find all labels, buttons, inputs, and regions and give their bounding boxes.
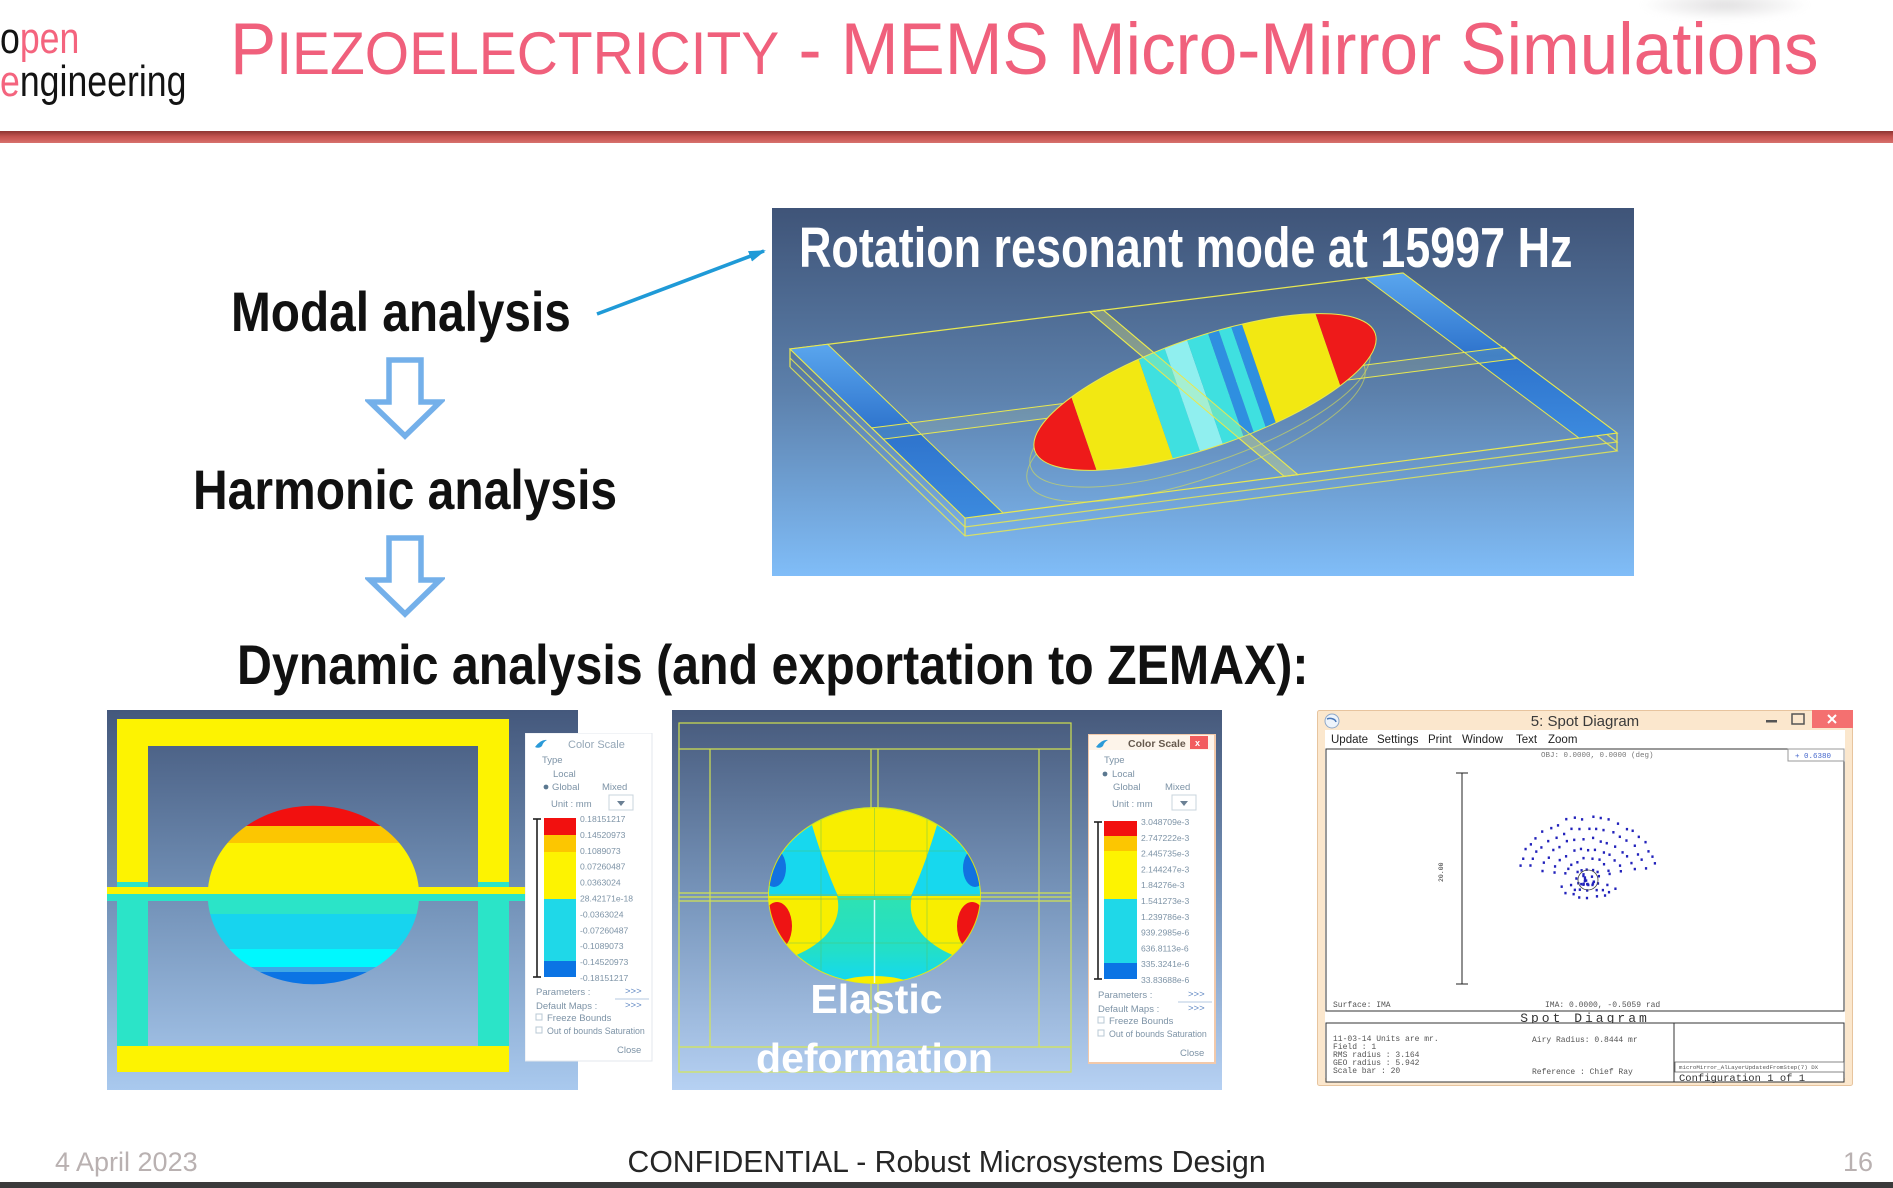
svg-text:Surface: IMA: Surface: IMA bbox=[1333, 1001, 1391, 1010]
svg-text:2.747222e-3: 2.747222e-3 bbox=[1141, 833, 1189, 843]
svg-text:Local: Local bbox=[553, 769, 576, 780]
svg-text:>>>: >>> bbox=[625, 1000, 642, 1011]
svg-text:IMA: 0.0000, -0.5059 rad: IMA: 0.0000, -0.5059 rad bbox=[1545, 1001, 1660, 1010]
svg-text:Freeze Bounds: Freeze Bounds bbox=[1109, 1016, 1174, 1027]
svg-text:0.07260487: 0.07260487 bbox=[580, 862, 626, 872]
svg-text:OBJ: 0.0000, 0.0000 (deg): OBJ: 0.0000, 0.0000 (deg) bbox=[1541, 752, 1654, 760]
svg-text:Mixed: Mixed bbox=[602, 782, 627, 793]
svg-text:Airy Radius: 0.8444 mr: Airy Radius: 0.8444 mr bbox=[1532, 1036, 1638, 1045]
svg-text:Global: Global bbox=[1113, 782, 1140, 793]
svg-text:33.83688e-6: 33.83688e-6 bbox=[1141, 975, 1189, 985]
svg-text:Scale bar : 20: Scale bar : 20 bbox=[1333, 1067, 1400, 1076]
svg-text:-0.07260487: -0.07260487 bbox=[580, 925, 628, 935]
svg-text:28.42171e-18: 28.42171e-18 bbox=[580, 894, 633, 904]
svg-text:3.048709e-3: 3.048709e-3 bbox=[1141, 817, 1189, 827]
svg-text:Default Maps :: Default Maps : bbox=[1098, 1004, 1159, 1015]
svg-text:GEO radius : 5.942: GEO radius : 5.942 bbox=[1333, 1059, 1420, 1068]
svg-text:Spot Diagram: Spot Diagram bbox=[1520, 1011, 1650, 1026]
svg-text:Default Maps :: Default Maps : bbox=[536, 1001, 597, 1012]
svg-text:Unit : mm: Unit : mm bbox=[551, 799, 592, 810]
svg-text:-0.0363024: -0.0363024 bbox=[580, 909, 624, 919]
svg-text:335.3241e-6: 335.3241e-6 bbox=[1141, 959, 1189, 969]
svg-text:Unit : mm: Unit : mm bbox=[1112, 799, 1153, 810]
svg-text:1.541273e-3: 1.541273e-3 bbox=[1141, 896, 1189, 906]
svg-text:Out of bounds Saturation: Out of bounds Saturation bbox=[1109, 1029, 1207, 1039]
svg-text:x: x bbox=[1195, 738, 1200, 748]
svg-text:Type: Type bbox=[1104, 755, 1125, 766]
svg-text:deformation: deformation bbox=[756, 1035, 993, 1081]
svg-text:Color Scale: Color Scale bbox=[568, 739, 625, 751]
svg-text:-0.18151217: -0.18151217 bbox=[580, 973, 628, 983]
svg-text:20.00: 20.00 bbox=[1438, 862, 1445, 882]
svg-text:Parameters :: Parameters : bbox=[536, 987, 590, 998]
svg-text:>>>: >>> bbox=[625, 986, 642, 997]
svg-text:636.8113e-6: 636.8113e-6 bbox=[1141, 943, 1189, 953]
svg-text:Color Scale: Color Scale bbox=[1128, 738, 1186, 750]
svg-text:Out of bounds Saturation: Out of bounds Saturation bbox=[547, 1026, 645, 1036]
svg-text:Local: Local bbox=[1112, 769, 1135, 780]
svg-text:RMS radius : 3.164: RMS radius : 3.164 bbox=[1333, 1051, 1420, 1060]
svg-text:Zoom: Zoom bbox=[1548, 734, 1577, 746]
svg-text:Mixed: Mixed bbox=[1165, 782, 1190, 793]
svg-text:0.14520973: 0.14520973 bbox=[580, 830, 626, 840]
svg-text:Elastic: Elastic bbox=[810, 976, 942, 1022]
svg-text:939.2985e-6: 939.2985e-6 bbox=[1141, 928, 1189, 938]
svg-text:-0.1089073: -0.1089073 bbox=[580, 941, 624, 951]
svg-text:Field : 1: Field : 1 bbox=[1333, 1043, 1376, 1052]
svg-text:Print: Print bbox=[1428, 734, 1452, 746]
svg-text:0.0363024: 0.0363024 bbox=[580, 878, 621, 888]
svg-text:2.445735e-3: 2.445735e-3 bbox=[1141, 849, 1189, 859]
svg-text:0.18151217: 0.18151217 bbox=[580, 814, 626, 824]
svg-text:Type: Type bbox=[542, 755, 563, 766]
svg-text:Configuration 1 of 1: Configuration 1 of 1 bbox=[1679, 1073, 1805, 1085]
svg-text:5: Spot Diagram: 5: Spot Diagram bbox=[1531, 713, 1639, 730]
svg-text:Settings: Settings bbox=[1377, 734, 1419, 746]
svg-text:Window: Window bbox=[1462, 734, 1504, 746]
svg-text:+ 0.6380: + 0.6380 bbox=[1795, 753, 1832, 761]
svg-text:>>>: >>> bbox=[1188, 1003, 1205, 1014]
svg-text:2.144247e-3: 2.144247e-3 bbox=[1141, 864, 1189, 874]
svg-text:-0.14520973: -0.14520973 bbox=[580, 957, 628, 967]
svg-text:Rotation resonant mode at 1599: Rotation resonant mode at 15997 Hz bbox=[799, 216, 1572, 279]
svg-text:Parameters :: Parameters : bbox=[1098, 990, 1152, 1001]
svg-text:Close: Close bbox=[617, 1045, 641, 1056]
svg-text:Reference : Chief Ray: Reference : Chief Ray bbox=[1532, 1068, 1633, 1077]
svg-text:Freeze Bounds: Freeze Bounds bbox=[547, 1013, 612, 1024]
svg-text:Text: Text bbox=[1516, 734, 1538, 746]
svg-text:1.84276e-3: 1.84276e-3 bbox=[1141, 880, 1185, 890]
svg-text:>>>: >>> bbox=[1188, 989, 1205, 1000]
svg-text:11-03-14 Units are mr.: 11-03-14 Units are mr. bbox=[1333, 1035, 1439, 1044]
svg-text:Close: Close bbox=[1180, 1048, 1204, 1059]
svg-text:Global: Global bbox=[552, 782, 579, 793]
svg-text:0.1089073: 0.1089073 bbox=[580, 846, 621, 856]
svg-text:Update: Update bbox=[1331, 734, 1368, 746]
svg-text:microMirror_AlLayerUpdatedFrom: microMirror_AlLayerUpdatedFromStep(7) DX bbox=[1679, 1064, 1819, 1071]
svg-text:1.239786e-3: 1.239786e-3 bbox=[1141, 912, 1189, 922]
